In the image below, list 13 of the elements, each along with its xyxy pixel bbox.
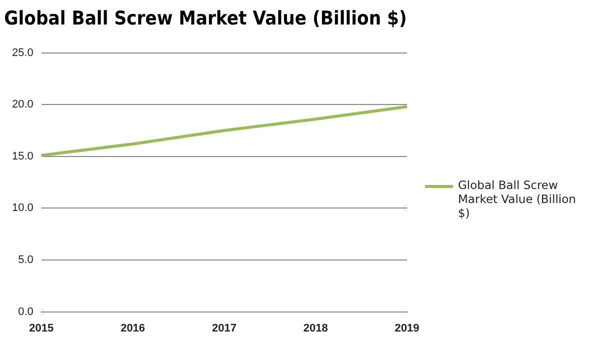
y-tick-label: 10.0 xyxy=(12,202,34,214)
x-tick-label: 2017 xyxy=(212,322,236,334)
x-tick-label: 2015 xyxy=(29,322,54,334)
chart-title: Global Ball Screw Market Value (Billion $) xyxy=(4,8,407,30)
y-tick-label: 20.0 xyxy=(12,98,34,111)
y-tick-label: 15.0 xyxy=(12,150,34,162)
y-tick-label: 5.0 xyxy=(18,254,34,266)
legend-label: Global Ball Screw Market Value (Billion $) xyxy=(458,178,577,220)
x-tick-label: 2018 xyxy=(303,322,328,334)
x-tick-label: 2016 xyxy=(120,322,146,334)
y-tick-label: 25.0 xyxy=(12,46,34,59)
x-tick-label: 2019 xyxy=(394,322,420,334)
y-tick-label: 0.0 xyxy=(18,306,34,318)
